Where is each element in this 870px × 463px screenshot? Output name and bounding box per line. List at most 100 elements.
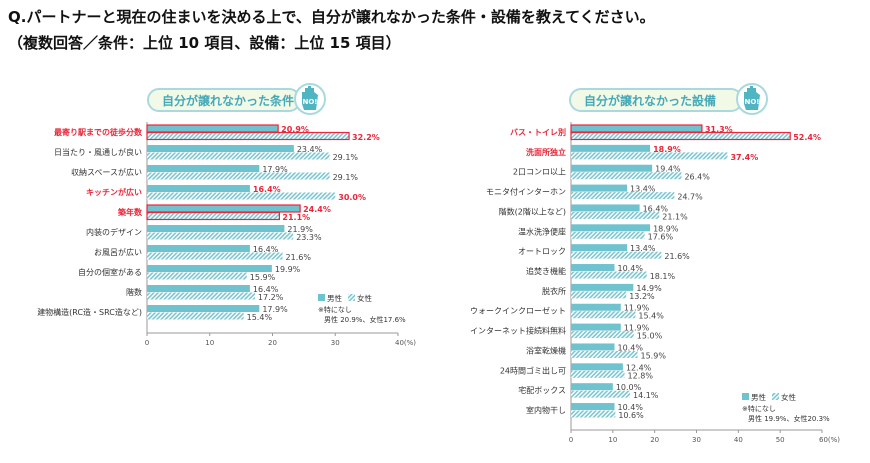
no-text: NO! xyxy=(744,98,759,106)
value-label-female: 21.1% xyxy=(282,213,310,222)
value-label-male: 31.3% xyxy=(705,125,733,134)
category-label: 収納スペースが広い xyxy=(71,167,142,177)
bar-male xyxy=(147,305,260,312)
bar-male xyxy=(147,145,294,152)
bar-male xyxy=(571,323,621,331)
value-label-male: 10.4% xyxy=(618,264,644,273)
value-label-female: 18.1% xyxy=(650,272,676,281)
bar-male xyxy=(571,204,640,212)
category-label: 温水洗浄便座 xyxy=(518,226,566,236)
bar-male xyxy=(571,283,634,291)
legend-female-label: 女性 xyxy=(781,392,796,402)
value-label-female: 26.4% xyxy=(684,173,710,182)
legend-male-swatch xyxy=(318,294,325,301)
bar-female xyxy=(571,271,647,279)
value-label-female: 21.6% xyxy=(664,252,690,261)
legend-female-swatch xyxy=(348,294,355,301)
bar-male xyxy=(147,285,250,292)
category-label: お風呂が広い xyxy=(94,247,142,257)
value-label-female: 37.4% xyxy=(730,153,758,162)
category-label: 内装のデザイン xyxy=(86,227,142,237)
x-tick-label: 0 xyxy=(569,436,573,444)
bar-female xyxy=(571,410,616,418)
value-label-female: 24.7% xyxy=(677,193,703,202)
bar-male xyxy=(571,184,628,192)
bar-female xyxy=(571,291,627,299)
bar-female xyxy=(147,192,336,200)
bar-male xyxy=(147,245,250,252)
category-label: 階数 xyxy=(126,287,142,297)
bar-female xyxy=(571,172,682,180)
category-label: 追焚き機能 xyxy=(526,266,566,276)
value-label-male: 17.9% xyxy=(262,305,288,314)
category-label: インターネット接続料無料 xyxy=(470,326,566,336)
value-label-male: 16.4% xyxy=(253,285,279,294)
value-label-female: 21.6% xyxy=(286,253,312,262)
category-label: 建物構造(RC造・SRC造など) xyxy=(37,307,142,317)
bar-female xyxy=(571,211,660,219)
bar-male xyxy=(571,244,628,252)
legend-male-label: 男性 xyxy=(327,293,342,303)
x-tick-label: 10 xyxy=(608,436,617,444)
bar-male xyxy=(571,363,623,371)
value-label-male: 16.4% xyxy=(253,185,281,194)
x-tick-label: 40 xyxy=(734,436,743,444)
no-text: NO! xyxy=(302,98,317,106)
bar-male xyxy=(571,144,651,152)
bar-female xyxy=(571,350,638,358)
bar-male xyxy=(147,225,285,232)
chart-title: 自分が譲れなかった設備 xyxy=(584,93,716,108)
bar-female xyxy=(147,152,330,160)
bar-female xyxy=(146,131,350,141)
category-label: 24時間ゴミ出し可 xyxy=(500,365,566,375)
value-label-female: 15.4% xyxy=(247,313,273,322)
value-label-male: 13.4% xyxy=(630,244,656,253)
value-label-male: 18.9% xyxy=(653,145,681,154)
value-label-male: 23.4% xyxy=(297,145,323,154)
bar-male xyxy=(571,224,651,232)
hand-shape xyxy=(744,86,760,110)
value-label-female: 12.8% xyxy=(628,371,654,380)
chart-title: 自分が譲れなかった条件 xyxy=(162,93,294,108)
bar-male xyxy=(571,164,653,172)
x-tick-label: 30 xyxy=(692,436,701,444)
note-line-1: ※特になし xyxy=(318,305,352,314)
value-label-male: 19.9% xyxy=(275,265,301,274)
bar-female xyxy=(571,152,728,160)
category-label: 浴室乾燥機 xyxy=(526,345,566,355)
value-label-female: 10.6% xyxy=(618,411,644,420)
value-label-female: 15.0% xyxy=(637,332,663,341)
value-label-female: 15.9% xyxy=(641,351,667,360)
value-label-female: 23.3% xyxy=(296,233,322,242)
value-label-female: 52.4% xyxy=(793,133,821,142)
bar-male xyxy=(571,264,615,272)
x-tick-label: 50 xyxy=(776,436,785,444)
value-label-female: 29.1% xyxy=(333,173,359,182)
x-tick-label: 60(%) xyxy=(819,436,840,444)
category-label: ウォークインクローゼット xyxy=(470,306,566,316)
bar-female xyxy=(147,172,330,180)
legend-male-swatch xyxy=(742,393,749,400)
value-label-male: 14.9% xyxy=(636,284,662,293)
legend-male-label: 男性 xyxy=(751,392,766,402)
hand-shape xyxy=(302,86,318,110)
bar-female xyxy=(571,331,634,339)
value-label-male: 16.4% xyxy=(643,204,669,213)
value-label-female: 13.2% xyxy=(629,292,655,301)
category-label: バス・トイレ別 xyxy=(510,128,566,137)
note-line-1: ※特になし xyxy=(742,404,776,413)
bar-female xyxy=(570,131,791,141)
category-label: 築年数 xyxy=(117,207,143,217)
value-label-female: 17.6% xyxy=(648,232,674,241)
bar-female xyxy=(571,192,675,200)
bar-female xyxy=(571,390,630,398)
bar-male xyxy=(146,124,279,133)
value-label-female: 15.4% xyxy=(638,312,664,321)
x-tick-label: 40(%) xyxy=(395,339,416,347)
question-title: Q.パートナーと現在の住まいを決める上で、自分が譲れなかった条件・設備を教えてく… xyxy=(8,8,655,26)
bar-male xyxy=(571,383,613,391)
bar-female xyxy=(571,251,662,259)
bar-male xyxy=(571,403,615,411)
category-label: モニタ付インターホン xyxy=(486,187,566,197)
